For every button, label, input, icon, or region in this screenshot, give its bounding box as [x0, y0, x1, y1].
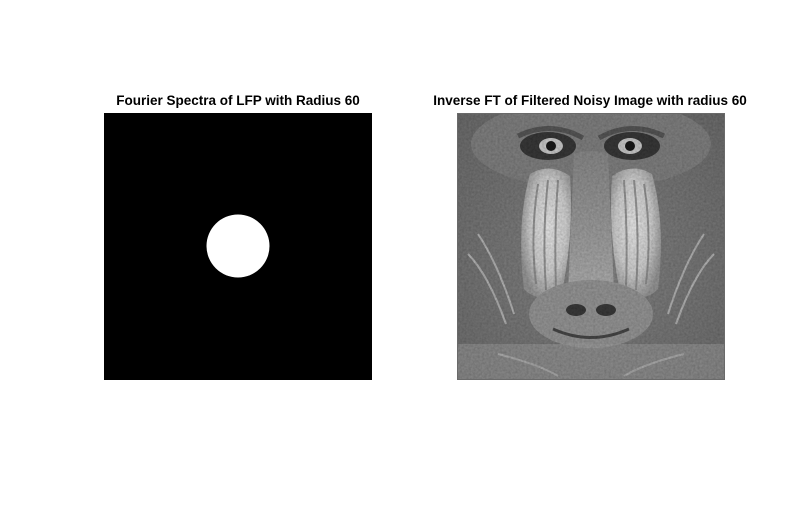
mouth-line — [552, 327, 630, 339]
filtered-mandrill-image — [458, 114, 724, 379]
left-pupil — [546, 141, 556, 151]
pass-band-disk — [206, 214, 270, 278]
right-pupil — [625, 141, 635, 151]
lfp-spectrum-axes — [104, 113, 372, 380]
right-nostril — [596, 304, 616, 316]
nose-bridge — [568, 151, 614, 296]
chin-beard — [458, 344, 724, 379]
panel-title-lfp-spectrum: Fourier Spectra of LFP with Radius 60 — [116, 93, 360, 108]
lfp-mask-image — [104, 113, 372, 380]
right-brow — [597, 125, 666, 141]
filtered-image-axes — [457, 113, 725, 380]
left-nostril — [566, 304, 586, 316]
panel-title-filtered-image: Inverse FT of Filtered Noisy Image with … — [433, 93, 747, 108]
left-brow — [516, 125, 585, 141]
